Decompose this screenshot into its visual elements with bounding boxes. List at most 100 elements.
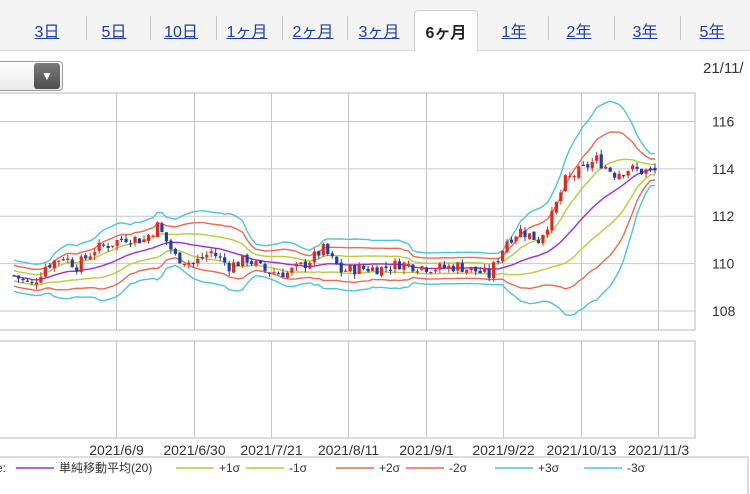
legend-item: 単純移動平均(20) xyxy=(59,461,152,475)
candle-body xyxy=(205,254,209,258)
candle-body xyxy=(281,272,285,278)
candle-body xyxy=(30,281,34,284)
candle-body xyxy=(39,276,43,283)
candle-body xyxy=(460,262,464,272)
candle-body xyxy=(639,168,644,175)
legend-item: +1σ xyxy=(219,461,241,475)
candle-body xyxy=(572,176,576,178)
chevron-down-icon[interactable]: ▼ xyxy=(34,63,60,89)
candle-body xyxy=(384,266,388,268)
x-tick-label: 2021/6/30 xyxy=(163,442,225,458)
candle-body xyxy=(119,238,124,240)
candle-body xyxy=(344,270,348,272)
tab-3m[interactable]: 3ヶ月 xyxy=(358,24,400,41)
moving-average-line xyxy=(13,168,656,281)
candle-body xyxy=(541,234,545,244)
candle-body xyxy=(61,259,65,261)
candle-body xyxy=(21,278,25,281)
candle-body xyxy=(465,269,469,273)
candle-body xyxy=(267,272,272,274)
y-tick-label: 112 xyxy=(712,208,735,224)
candle-body xyxy=(478,270,482,274)
candle-body xyxy=(133,236,137,243)
candle-body xyxy=(568,175,572,177)
tab-separator xyxy=(548,16,549,40)
indicator-select[interactable]: ▼ xyxy=(0,61,63,91)
x-tick-label: 2021/9/22 xyxy=(472,442,534,458)
candle-body xyxy=(218,256,222,258)
candle-body xyxy=(66,258,70,260)
x-axis: 2021/6/9 2021/6/30 2021/7/21 2021/8/11 2021/… xyxy=(89,442,689,458)
tab-3y[interactable]: 3年 xyxy=(632,24,658,41)
candle-body xyxy=(451,265,455,272)
candle-body xyxy=(102,244,106,246)
tab-1y[interactable]: 1年 xyxy=(501,24,527,41)
candle-body xyxy=(442,264,446,269)
candle-body xyxy=(79,256,83,272)
candle-body xyxy=(187,262,191,265)
candle-body xyxy=(595,155,599,161)
candle-body xyxy=(227,262,231,272)
candle-body xyxy=(532,231,536,241)
candle-body xyxy=(223,257,227,263)
candle-body xyxy=(357,264,361,274)
candle-body xyxy=(379,266,384,276)
y-tick-label: 116 xyxy=(712,113,735,129)
main-panel-frame xyxy=(0,92,696,331)
candle-body xyxy=(635,166,639,169)
candle-body xyxy=(191,262,195,265)
tab-2y[interactable]: 2年 xyxy=(566,24,592,41)
legend-item: -2σ xyxy=(449,461,468,475)
y-tick-label: 110 xyxy=(712,256,735,272)
candle-body xyxy=(505,241,509,253)
candle-body xyxy=(52,260,56,269)
candle-body xyxy=(84,255,88,259)
candle-body xyxy=(581,164,585,166)
candle-body xyxy=(155,222,160,237)
candle-body xyxy=(70,259,74,268)
tab-10d[interactable]: 10日 xyxy=(164,24,198,41)
candle-body xyxy=(169,240,173,250)
y-axis: 108 110 112 114 116 xyxy=(712,113,736,319)
candle-body xyxy=(626,170,630,176)
tab-2m[interactable]: 2ヶ月 xyxy=(292,24,334,41)
candle-body xyxy=(487,268,491,278)
tab-separator xyxy=(680,16,681,40)
candle-body xyxy=(317,251,321,256)
candle-body xyxy=(420,266,424,270)
candle-body xyxy=(12,275,16,277)
legend-item: -3σ xyxy=(627,461,646,475)
minus-2-sigma-line xyxy=(13,179,656,292)
tab-separator xyxy=(282,16,283,40)
tab-5d[interactable]: 5日 xyxy=(101,24,127,41)
candle-body xyxy=(604,166,608,169)
candle-body xyxy=(106,245,110,249)
candle-body xyxy=(371,267,375,271)
chart-legend: e: 単純移動平均(20) +1σ -1σ +2σ -2σ +3σ -3σ xyxy=(0,456,749,494)
candle-body xyxy=(599,154,603,169)
candle-body xyxy=(608,167,612,172)
x-tick-label: 2021/10/13 xyxy=(546,442,616,458)
tab-3d[interactable]: 3日 xyxy=(34,24,60,41)
tab-6m[interactable]: 6ヶ月 xyxy=(414,10,478,51)
tab-1m[interactable]: 1ヶ月 xyxy=(226,24,268,41)
candle-body xyxy=(648,168,653,170)
candle-body xyxy=(559,192,563,202)
candle-body xyxy=(483,268,487,273)
candle-body xyxy=(245,254,249,263)
candle-body xyxy=(254,260,258,266)
minus-1-sigma-line xyxy=(13,174,656,286)
candle-body xyxy=(290,267,294,273)
tab-5y[interactable]: 5年 xyxy=(699,24,725,41)
candle-body xyxy=(492,262,496,279)
candle-body xyxy=(124,238,128,243)
tab-separator xyxy=(347,16,348,40)
candle-body xyxy=(590,161,594,169)
candle-body xyxy=(406,263,411,265)
candle-body xyxy=(630,165,635,170)
candle-body xyxy=(366,268,370,272)
candle-body xyxy=(527,233,532,239)
candle-body xyxy=(523,230,527,238)
candle-body xyxy=(550,210,554,231)
